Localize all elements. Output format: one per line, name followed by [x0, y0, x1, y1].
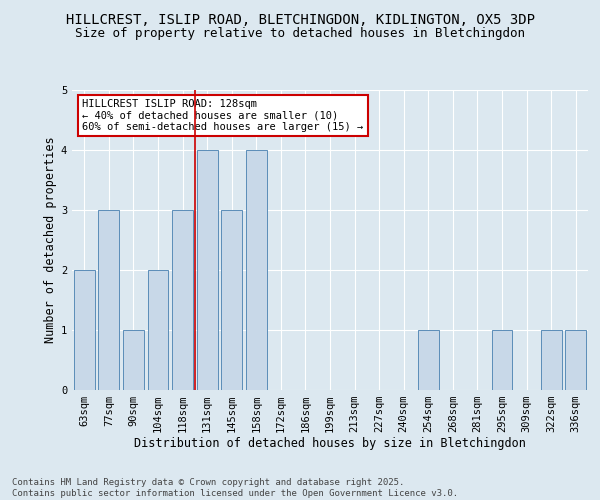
- Text: Contains HM Land Registry data © Crown copyright and database right 2025.
Contai: Contains HM Land Registry data © Crown c…: [12, 478, 458, 498]
- Bar: [74, 270, 95, 390]
- Bar: [148, 270, 169, 390]
- X-axis label: Distribution of detached houses by size in Bletchingdon: Distribution of detached houses by size …: [134, 436, 526, 450]
- Bar: [98, 210, 119, 390]
- Y-axis label: Number of detached properties: Number of detached properties: [44, 136, 57, 344]
- Text: Size of property relative to detached houses in Bletchingdon: Size of property relative to detached ho…: [75, 28, 525, 40]
- Text: HILLCREST, ISLIP ROAD, BLETCHINGDON, KIDLINGTON, OX5 3DP: HILLCREST, ISLIP ROAD, BLETCHINGDON, KID…: [65, 12, 535, 26]
- Bar: [491, 330, 512, 390]
- Bar: [172, 210, 193, 390]
- Bar: [123, 330, 144, 390]
- Bar: [246, 150, 267, 390]
- Text: HILLCREST ISLIP ROAD: 128sqm
← 40% of detached houses are smaller (10)
60% of se: HILLCREST ISLIP ROAD: 128sqm ← 40% of de…: [82, 99, 364, 132]
- Bar: [418, 330, 439, 390]
- Bar: [541, 330, 562, 390]
- Bar: [565, 330, 586, 390]
- Bar: [221, 210, 242, 390]
- Bar: [197, 150, 218, 390]
